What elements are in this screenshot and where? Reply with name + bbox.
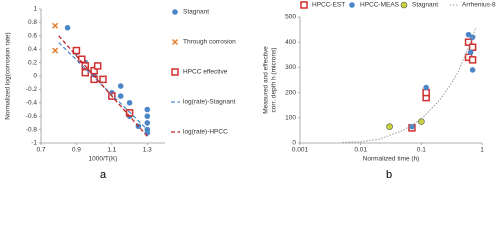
- legend-label: log(rate)-Stagnant: [183, 99, 236, 106]
- point: [117, 93, 124, 99]
- point: [52, 22, 59, 29]
- y-tick-label: 0.8: [28, 19, 37, 26]
- point: [468, 43, 477, 51]
- y-tick-label: 500: [285, 14, 296, 21]
- point: [422, 88, 430, 97]
- point: [469, 34, 476, 40]
- y-tick-label: 0: [292, 140, 296, 147]
- legend-swatch: [172, 39, 178, 45]
- point: [52, 47, 59, 54]
- point: [467, 49, 474, 56]
- point: [418, 118, 425, 125]
- y-tick-label: 0.6: [28, 33, 37, 40]
- y-tick-label: 0: [33, 73, 37, 80]
- x-tick-label: 0.1: [417, 147, 426, 154]
- point: [464, 38, 473, 46]
- y-tick-label: -1: [31, 140, 37, 147]
- legend-label: HPCC-MEAS: [360, 2, 400, 9]
- point: [468, 56, 477, 64]
- y-tick-label: -0.2: [26, 86, 38, 93]
- x-tick-label: 1: [480, 147, 484, 154]
- x-tick-label: 0.7: [36, 147, 45, 154]
- x-axis-title: Normalized time (h): [363, 156, 420, 163]
- point: [126, 100, 133, 106]
- x-tick-label: 1.3: [143, 147, 152, 154]
- y-tick-label: 100: [285, 115, 296, 122]
- point: [144, 120, 151, 126]
- y-tick-label: -0.8: [26, 126, 38, 133]
- point: [117, 83, 124, 89]
- x-axis-title: 1000/T(K): [89, 156, 118, 163]
- point: [465, 31, 472, 38]
- y-tick-label: -0.6: [26, 113, 38, 120]
- series-line: [342, 26, 477, 143]
- legend-label: Stagnant: [412, 2, 438, 9]
- legend-swatch: [300, 1, 308, 9]
- panel-label: b: [386, 169, 392, 181]
- legend-swatch: [171, 68, 179, 76]
- legend-swatch: [349, 2, 355, 8]
- legend-label: HPCC effective: [183, 69, 228, 76]
- y-tick-label: 0.4: [28, 46, 37, 53]
- point: [64, 24, 71, 31]
- point: [144, 113, 151, 119]
- legend-label: Arrhenius-8: [462, 2, 496, 9]
- y-axis-title: corr. depth h (microns): [271, 47, 278, 112]
- point: [81, 68, 90, 77]
- panel-label: a: [100, 169, 107, 181]
- legend-swatch: [400, 1, 408, 9]
- x-tick-label: 0.9: [72, 147, 81, 154]
- y-tick-label: 1: [33, 6, 37, 13]
- x-tick-label: 0.01: [354, 147, 367, 154]
- legend-swatch: [172, 9, 178, 15]
- point: [93, 62, 102, 70]
- series-line: [58, 35, 148, 137]
- y-tick-label: 300: [285, 64, 296, 71]
- point: [386, 123, 393, 130]
- point: [409, 123, 415, 130]
- y-axis-title: Measured and effective: [263, 46, 270, 114]
- y-tick-label: 400: [285, 39, 296, 46]
- point: [72, 46, 81, 55]
- legend-label: HPCC-EST: [312, 2, 345, 9]
- x-tick-label: 0.001: [292, 147, 309, 154]
- y-tick-label: -0.4: [26, 100, 38, 107]
- figure: 0.7 0.9 1.1 1.3 -1 -0.8 -0.6 -0.4 -0.2 0 0.2 0.4 0.6…: [5, 1, 496, 181]
- point: [99, 75, 107, 84]
- y-tick-label: 0.2: [28, 59, 37, 66]
- point: [469, 67, 476, 73]
- legend-label: log(rate)-HPCC: [183, 129, 228, 136]
- legend-label: Through corrosion: [183, 39, 236, 46]
- y-axis-title: Normalized log(corrosion rate): [5, 32, 12, 119]
- legend-label: Stagnant: [183, 9, 209, 16]
- x-tick-label: 1.1: [107, 147, 116, 154]
- y-tick-label: 200: [285, 89, 296, 96]
- point: [144, 106, 151, 113]
- point: [423, 84, 429, 91]
